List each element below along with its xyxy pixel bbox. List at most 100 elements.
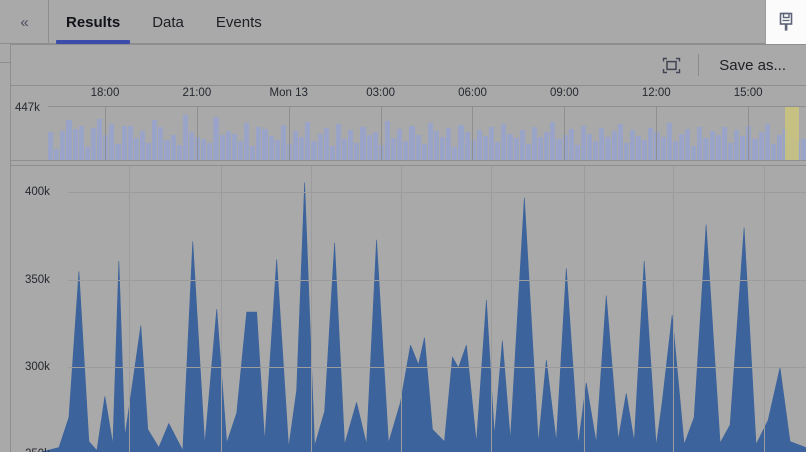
overview-bar [207, 142, 213, 160]
tab-results[interactable]: Results [50, 0, 136, 44]
main-chart-vgridline [311, 166, 312, 452]
main-chart-hgridline [68, 279, 806, 281]
overview-bar [127, 125, 133, 160]
main-chart-vgridline [764, 166, 765, 452]
overview-tick-label: 09:00 [549, 87, 579, 99]
overview-bar [752, 139, 758, 160]
overview-bar [139, 131, 145, 160]
overview-gridline [104, 107, 106, 160]
overview-bar [176, 145, 182, 160]
overview-bar [219, 134, 225, 160]
overview-bar [293, 131, 299, 160]
main-chart-y-tick-label: 400k [25, 186, 50, 199]
main-chart-y-tick-label: 350k [25, 273, 50, 286]
tab-data[interactable]: Data [136, 0, 200, 44]
overview-gridline [288, 107, 290, 160]
overview-bar [152, 119, 158, 160]
overview-gridline [380, 107, 382, 160]
overview-tick-label: 21:00 [182, 87, 212, 99]
overview-tick-label: 06:00 [458, 87, 487, 99]
tab-list: Results Data Events [50, 0, 278, 44]
overview-bar [446, 128, 452, 160]
overview-bar [531, 126, 537, 160]
overview-bar [158, 127, 164, 160]
overview-bar [574, 145, 580, 160]
overview-bar [48, 132, 54, 160]
overview-bar [519, 130, 525, 160]
overview-bar [311, 141, 317, 160]
overview-selection-highlight[interactable] [785, 107, 799, 160]
overview-bar [691, 145, 697, 160]
overview-tick-label: 15:00 [733, 87, 763, 99]
overview-bar [482, 136, 488, 160]
tab-events[interactable]: Events [200, 0, 278, 44]
overview-bar [599, 128, 605, 160]
overview-bar [550, 121, 556, 160]
overview-bar [734, 130, 740, 160]
overview-bar [372, 132, 378, 160]
overview-bar [666, 122, 672, 160]
overview-bar [188, 132, 194, 160]
main-chart-hgridline [68, 192, 806, 194]
overview-bar [764, 123, 770, 160]
overview-bar [250, 146, 256, 160]
overview-bar [268, 135, 274, 160]
overview-bar [580, 125, 586, 160]
overview-bar [605, 137, 611, 160]
overview-gridline [656, 107, 658, 160]
overview-bar [115, 144, 121, 160]
overview-bar [109, 123, 115, 160]
main-chart-vgridline [673, 166, 674, 452]
overview-bar [685, 129, 691, 160]
overview-bar [84, 147, 90, 160]
overview-bar [280, 125, 286, 160]
save-as-button[interactable]: Save as... [719, 56, 786, 74]
overview-bar [384, 120, 390, 160]
main-chart-hgridline [68, 366, 806, 368]
overview-bar [740, 136, 746, 160]
overview-bar [617, 123, 623, 160]
overview-bar [458, 125, 464, 160]
main-chart-vgridline [584, 166, 585, 452]
overview-bar [342, 138, 348, 160]
overview-bar [231, 133, 237, 160]
overview-bar [225, 131, 231, 160]
overview-bar [60, 130, 66, 160]
overview-bar [415, 134, 421, 160]
overview-bar [642, 139, 648, 160]
overview-bar [146, 143, 152, 160]
timeline-overview[interactable]: 18:00 21:00 Mon 13 03:00 06:00 09:00 12:00 15:0… [11, 86, 806, 163]
overview-bar [648, 127, 654, 160]
overview-bar [801, 138, 806, 160]
toolbar-separator [698, 54, 700, 76]
overview-bar [525, 144, 531, 160]
overview-bar [90, 128, 96, 160]
overview-bar [256, 127, 262, 160]
main-chart[interactable]: 400k 350k 300k 250k [11, 165, 806, 452]
save-pin-button[interactable] [765, 0, 806, 44]
overview-bar [170, 134, 176, 160]
overview-bar [703, 138, 709, 160]
overview-bar [78, 126, 84, 160]
save-pin-icon [779, 12, 792, 31]
overview-bar [464, 132, 470, 160]
overview-tick-label: 18:00 [90, 87, 120, 99]
overview-bar [476, 129, 482, 160]
overview-baseline [11, 160, 806, 161]
fullscreen-button[interactable] [656, 50, 686, 80]
overview-tick-label: 12:00 [641, 87, 671, 99]
overview-bar [636, 135, 642, 160]
overview-bar [244, 122, 250, 160]
overview-plot[interactable] [48, 106, 806, 160]
overview-bar [54, 149, 60, 160]
overview-bar [164, 139, 170, 160]
overview-bar [452, 146, 458, 160]
collapse-sidebar-button[interactable]: « [0, 0, 49, 44]
overview-bar [317, 133, 323, 160]
overview-bar [121, 126, 127, 160]
overview-bar [182, 115, 188, 160]
main-chart-vgridline [401, 166, 402, 452]
overview-bar-series [48, 107, 806, 160]
main-chart-vgridline [491, 166, 492, 452]
